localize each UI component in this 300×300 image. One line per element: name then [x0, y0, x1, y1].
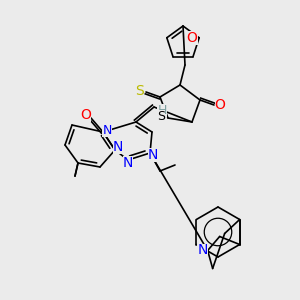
Text: O: O [187, 31, 198, 45]
Text: N: N [148, 148, 158, 162]
Text: O: O [81, 108, 92, 122]
Text: N: N [123, 156, 133, 170]
Text: O: O [214, 98, 225, 112]
Text: H: H [157, 103, 167, 116]
Text: S: S [136, 84, 144, 98]
Text: S: S [157, 110, 165, 122]
Text: N: N [102, 124, 112, 136]
Text: N: N [113, 140, 123, 154]
Text: N: N [197, 244, 208, 257]
